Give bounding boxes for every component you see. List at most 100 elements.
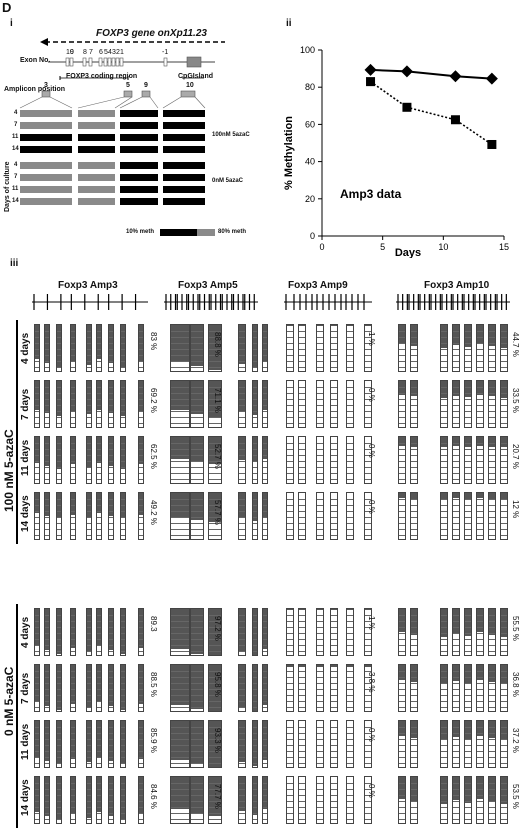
methylation-column: [262, 436, 268, 484]
methylation-column: [252, 436, 258, 484]
chart-series: [364, 63, 498, 149]
methylation-column: [488, 664, 496, 712]
methylation-column: [34, 720, 40, 768]
methylation-column: [286, 380, 294, 428]
data-point-diamond: [400, 65, 413, 78]
methylation-column: [86, 380, 92, 428]
methylation-column: [500, 776, 508, 824]
methylation-column: [138, 720, 144, 768]
methylation-column: [316, 776, 324, 824]
methylation-column: [190, 720, 204, 768]
data-point-diamond: [364, 63, 377, 76]
methylation-column: [440, 492, 448, 540]
methylation-column: [440, 324, 448, 372]
methylation-column: [488, 608, 496, 656]
methylation-column: [464, 608, 472, 656]
amplicon-number: 9: [144, 82, 148, 89]
methylation-column: [190, 380, 204, 428]
methylation-column: [476, 436, 484, 484]
methylation-column: [120, 776, 126, 824]
methylation-line-chart: 0 20 40 60 80 100 0 5 10 15 % Methylation Days Am…: [283, 45, 509, 258]
data-point-diamond: [449, 70, 462, 83]
panel-letter: D: [2, 0, 12, 15]
methylation-column: [464, 664, 472, 712]
methylation-column: [238, 776, 246, 824]
exon-number: 7: [89, 49, 93, 56]
methylation-percent: 0 %: [367, 784, 376, 798]
methylation-column: [44, 380, 50, 428]
group-bracket: [16, 320, 22, 544]
methylation-column: [488, 436, 496, 484]
chart-y-axis-label: % Methylation: [283, 116, 295, 190]
methylation-column: [252, 664, 258, 712]
data-point-diamond: [485, 72, 498, 85]
methylation-column: [316, 380, 324, 428]
methylation-column: [56, 380, 62, 428]
methylation-column: [262, 380, 268, 428]
methylation-column: [286, 436, 294, 484]
legend-gray-swatch: [197, 229, 215, 236]
methylation-column: [252, 380, 258, 428]
methylation-column: [170, 776, 190, 824]
exon-number: 3: [112, 49, 116, 56]
methylation-column: [316, 608, 324, 656]
methylation-column: [464, 776, 472, 824]
methylation-column: [330, 324, 338, 372]
methylation-column: [410, 664, 418, 712]
amplicon-number: 10: [186, 82, 194, 89]
methylation-column: [70, 720, 76, 768]
data-point-square: [366, 77, 376, 87]
methylation-column: [238, 436, 246, 484]
methylation-column: [500, 608, 508, 656]
methylation-percent: 62.5 %: [149, 444, 158, 469]
methylation-column: [190, 492, 204, 540]
group-bracket: [16, 604, 22, 828]
cpg-island-label: CpGIsland: [178, 73, 214, 80]
methylation-column: [96, 380, 102, 428]
day-row-label: 11: [12, 186, 19, 192]
exon-number: 9: [70, 49, 74, 56]
methylation-percent: 97.2 %: [213, 616, 222, 641]
methylation-percent: 84.6 %: [149, 784, 158, 809]
methylation-column: [262, 324, 268, 372]
methylation-column: [464, 436, 472, 484]
methylation-column: [316, 664, 324, 712]
group-label-100nm: 100 nM 5-azaC: [2, 429, 16, 512]
y-tick-label: 0: [310, 231, 315, 241]
methylation-column: [170, 492, 190, 540]
chart-x-axis-label: Days: [395, 247, 421, 258]
methylation-column: [364, 380, 372, 428]
amplicon-title: Foxp3 Amp9: [288, 280, 348, 291]
methylation-percent: 0 %: [367, 388, 376, 402]
methylation-column: [262, 720, 268, 768]
methylation-column: [346, 492, 354, 540]
data-point-square: [450, 115, 460, 125]
methylation-column: [120, 608, 126, 656]
methylation-column: [96, 608, 102, 656]
methylation-column: [138, 608, 144, 656]
methylation-column: [440, 436, 448, 484]
methylation-column: [34, 436, 40, 484]
x-tick-label: 0: [319, 242, 324, 252]
methylation-column: [464, 492, 472, 540]
methylation-column: [208, 380, 222, 428]
methylation-column: [476, 720, 484, 768]
methylation-column: [138, 380, 144, 428]
methylation-percent: 83 %: [149, 332, 158, 351]
methylation-column: [440, 608, 448, 656]
amplicon-position-label: Amplicon position: [4, 86, 66, 93]
exon-number: 1: [120, 49, 124, 56]
methylation-column: [464, 324, 472, 372]
methylation-percent: 0 %: [367, 444, 376, 458]
methylation-column: [70, 608, 76, 656]
methylation-column: [262, 608, 268, 656]
methylation-percent: 89.3: [149, 616, 158, 632]
exon-number: 6: [99, 49, 103, 56]
methylation-column: [298, 436, 306, 484]
amplicon-title: Foxp3 Amp10: [424, 280, 490, 291]
methylation-column: [410, 776, 418, 824]
methylation-column: [316, 492, 324, 540]
methylation-column: [398, 380, 406, 428]
methylation-column: [44, 608, 50, 656]
methylation-percent: 0 %: [367, 500, 376, 514]
